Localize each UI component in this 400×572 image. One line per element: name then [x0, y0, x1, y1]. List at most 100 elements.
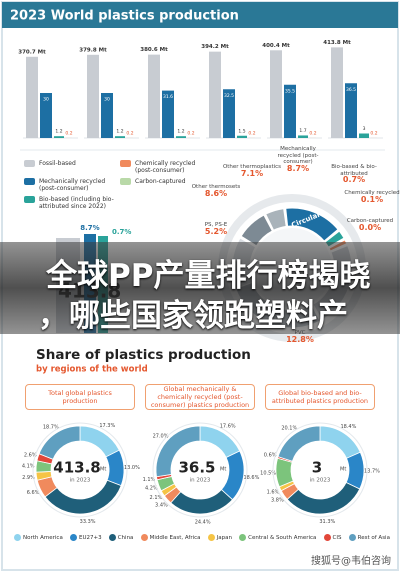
bar — [359, 133, 369, 138]
column-title: Global mechanically & chemically recycle… — [145, 384, 255, 410]
material-value: 0.0% — [358, 222, 382, 232]
bar-label: 0.2 — [370, 130, 377, 136]
region-swatch — [140, 534, 148, 541]
mid-share: 8.7% — [80, 224, 99, 232]
donut-label: 17.6% — [220, 423, 236, 429]
region-label: Central & South America — [248, 534, 317, 541]
donut-label: 6.6% — [27, 490, 40, 496]
donut-label: 13.0% — [124, 465, 140, 471]
bar-label: 35.5 — [285, 88, 295, 94]
section-subtitle: by regions of the world — [36, 365, 148, 375]
bar — [331, 47, 343, 139]
header-band — [2, 2, 398, 28]
bar-label: 36.5 — [346, 87, 356, 93]
donut-label: 2.6% — [24, 452, 37, 458]
donut-center-note: in 2023 — [70, 478, 91, 484]
region-item: Rest of Asia — [348, 534, 390, 541]
bar-label: 1.7 — [299, 128, 306, 134]
material-label: Carbon-captured 0.0% — [340, 218, 400, 231]
bar — [87, 54, 99, 139]
region-label: EU27+3 — [78, 534, 102, 541]
material-label: PS, PS-E 5.2% — [186, 222, 246, 235]
region-item: China — [108, 534, 134, 541]
bar — [298, 135, 308, 138]
region-label: Rest of Asia — [357, 534, 390, 541]
donut-center-unit: Mt — [340, 467, 346, 473]
bar — [115, 136, 125, 138]
watermark: 搜狐号@韦伯咨询 — [308, 551, 394, 568]
legend-swatch — [24, 178, 35, 185]
bar-label: 394.2 Mt — [201, 44, 229, 50]
region-swatch — [239, 534, 247, 541]
donut-label: 18.6% — [243, 475, 259, 481]
legend-label: Mechanically recycled (post-consumer) — [39, 178, 106, 192]
donut-outline — [32, 422, 128, 518]
donut-segment — [277, 425, 321, 462]
region-legend: North America EU27+3 China Middle East, Afr… — [14, 534, 390, 541]
bar — [40, 93, 52, 138]
bar-label: 1.2 — [177, 129, 184, 135]
bar — [176, 136, 186, 138]
bar-label: 400.4 Mt — [262, 43, 290, 49]
banner-line: ，哪些国家领跑塑料产 — [38, 298, 348, 334]
donut-label: 20.1% — [281, 426, 297, 432]
donut-segment — [286, 481, 361, 515]
donut-label: 13.7% — [364, 468, 380, 474]
legend-label: Chemically recycled (post-consumer) — [135, 160, 196, 174]
donut-center-value: 3 — [312, 459, 322, 477]
bar-label: 1.5 — [238, 128, 245, 134]
legend-label: Bio-based (including bio-attributed sinc… — [39, 196, 114, 210]
donut-label: 24.4% — [195, 519, 211, 525]
donut-label: 27.0% — [153, 434, 169, 440]
material-name: Bio-based & bio-attributed — [331, 164, 377, 177]
material-value: 0.1% — [360, 194, 384, 204]
donut-segment — [38, 425, 81, 460]
region-item: CIS — [323, 534, 342, 541]
region-item: Central & South America — [239, 534, 316, 541]
donut-center-unit: Mt — [220, 467, 226, 473]
legend-swatch — [24, 160, 35, 167]
region-label: China — [117, 534, 134, 541]
donut-segment — [79, 425, 120, 458]
legend-swatch — [120, 160, 131, 167]
donut-outline — [152, 422, 248, 518]
donut-segment — [199, 425, 241, 458]
material-name: PS, PS-E — [204, 222, 228, 228]
bar-label: 1.2 — [116, 129, 123, 135]
donut-center-value: 36.5 — [178, 459, 215, 477]
legend-swatch — [120, 178, 131, 185]
material-label: Chemically recycled 0.1% — [342, 190, 400, 203]
ring-segment — [265, 208, 287, 231]
donut-label: 18.4% — [340, 424, 356, 430]
column-title: Global bio-based and bio-attributed plas… — [265, 384, 375, 410]
bar-label: 1.2 — [55, 129, 62, 135]
material-value: 0.7% — [342, 175, 366, 184]
mid-share: 0.7% — [112, 228, 131, 236]
bar-label: 31.6 — [163, 94, 173, 100]
bar — [162, 90, 174, 138]
bar — [345, 83, 357, 138]
material-label: Mechanically recycled (post-consumer) 8.7… — [268, 146, 328, 172]
material-label: Bio-based & bio-attributed 0.7% — [324, 164, 384, 184]
bar-label: 30 — [43, 97, 49, 103]
region-label: North America — [23, 534, 63, 541]
donut-segment — [155, 425, 201, 478]
material-label: Other thermoplastics 7.1% — [222, 164, 282, 177]
bar-label: 0.2 — [309, 130, 316, 136]
bar — [26, 56, 38, 138]
donut-center-note: in 2023 — [190, 478, 211, 484]
region-swatch — [207, 534, 215, 541]
bar — [223, 89, 235, 138]
legend-item: Chemically recycled (post-consumer) — [120, 160, 212, 174]
donut-label: 17.3% — [99, 423, 115, 429]
material-name: Mechanically recycled (post-consumer) — [277, 146, 319, 165]
donut-label: 3.4% — [155, 502, 168, 508]
bar — [284, 84, 296, 138]
ring-segment — [285, 207, 339, 242]
donut-label: 1.6% — [267, 490, 280, 496]
bar — [54, 136, 64, 138]
donut-center-value: 413.8 — [53, 459, 100, 477]
material-value: 8.7% — [286, 163, 310, 173]
region-item: North America — [14, 534, 63, 541]
